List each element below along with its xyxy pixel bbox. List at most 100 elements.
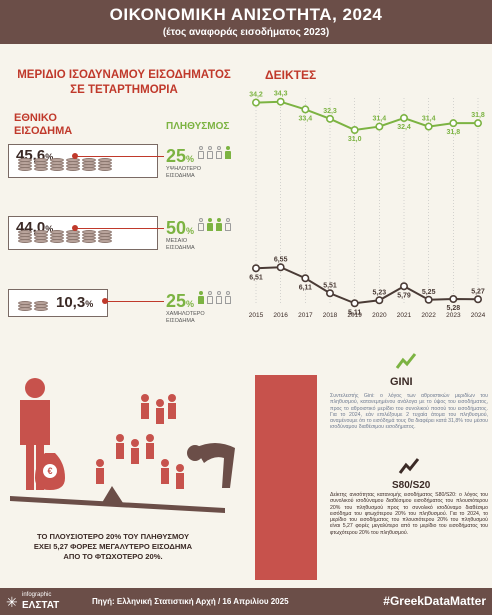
quintile-row-middle: 44,0% 50% ΜΕΣΑΙΟ ΕΙΣΟΔΗΜΑ (8, 212, 258, 252)
gini-data-label: 31,4 (373, 116, 387, 123)
indicators-chart: 34,2 34,3 33,4 32,3 31,0 31,4 32,4 31,4 31,8 31,8… (240, 88, 492, 328)
s80-data-label: 5,25 (422, 289, 436, 296)
quintile-label-bottom-line2: ΕΙΣΟΔΗΜΑ (166, 317, 195, 324)
coin-icon (82, 230, 96, 234)
quintile-label-middle-line1: ΜΕΣΑΙΟ (166, 238, 188, 244)
gini-trend-icon (395, 353, 417, 369)
s80-point (375, 296, 384, 305)
s80-data-label: 5,51 (323, 282, 337, 289)
indicators-chart-svg: 34,2 34,3 33,4 32,3 31,0 31,4 32,4 31,4 31,8 31,8… (249, 91, 486, 319)
gini-description: Συντελεστής Gini: ο λόγος των αθροιστικώ… (330, 393, 488, 431)
x-tick-label: 2016 (273, 312, 288, 319)
coin-icon (18, 230, 32, 234)
s80-data-label: 5,27 (471, 288, 485, 295)
quintile-label-top-line2: ΕΙΣΟΔΗΜΑ (166, 172, 195, 179)
coin-icon (98, 230, 112, 234)
population-pct-bottom-value: 25 (166, 291, 187, 311)
s80-data-label: 5,79 (397, 292, 411, 299)
coin-icon (50, 230, 64, 234)
s80-point (276, 263, 285, 272)
person-icon (225, 218, 231, 231)
quintile-label-bottom: ΧΑΜΗΛΟΤΕΡΟ ΕΙΣΟΔΗΜΑ (166, 311, 205, 324)
gini-data-label: 34,2 (249, 92, 263, 99)
national-income-line1: ΕΘΝΙΚΟ (14, 112, 57, 124)
x-tick-label: 2020 (372, 312, 387, 319)
income-share-title: ΜΕΡΙΔΙΟ ΙΣΟΔΥΝΑΜΟΥ ΕΙΣΟΔΗΜΑΤΟΣ ΣΕ ΤΕΤΑΡΤ… (4, 68, 244, 98)
quintile-row-bottom: 10,3% 25% ΧΑΜΗΛΟΤΕΡΟ ΕΙΣΟΔΗΜΑ (8, 285, 258, 325)
gini-point (276, 97, 285, 106)
gini-data-label: 31,4 (422, 116, 436, 123)
logo-small-text: infographic (22, 592, 52, 598)
national-income-line2: ΕΙΣΟΔΗΜΑ (14, 125, 73, 137)
gini-data-label: 33,4 (299, 115, 313, 122)
s80-title: S80/S20 (392, 480, 431, 491)
x-tick-label: 2017 (298, 312, 313, 319)
quintile-label-middle: ΜΕΣΑΙΟ ΕΙΣΟΔΗΜΑ (166, 238, 195, 251)
gini-point (350, 125, 359, 134)
s80-point (449, 295, 458, 304)
quintile-label-middle-line2: ΕΙΣΟΔΗΜΑ (166, 244, 195, 251)
x-tick-label: 2019 (347, 312, 362, 319)
person-icon (216, 218, 222, 231)
euro-coin-icon (43, 464, 57, 478)
person-icon (216, 291, 222, 304)
person-icon (198, 146, 204, 159)
person-icon (225, 146, 231, 159)
population-heading: ΠΛΗΘΥΣΜΟΣ (166, 121, 230, 132)
connector-dot-top (72, 153, 78, 159)
gini-point (375, 122, 384, 131)
inequality-caption: ΤΟ ΠΛΟΥΣΙΟΤΕΡΟ 20% ΤΟΥ ΠΛΗΘΥΣΜΟΥ ΕΧΕΙ 5,… (8, 532, 218, 562)
person-icon (225, 291, 231, 304)
gini-data-label: 32,4 (397, 124, 411, 131)
elstat-logo-icon: ✳ (6, 594, 18, 610)
s80-point (424, 295, 433, 304)
national-income-heading: ΕΘΝΙΚΟ ΕΙΣΟΔΗΜΑ (14, 112, 72, 138)
x-tick-label: 2018 (323, 312, 338, 319)
population-pct-bottom: 25% (166, 291, 194, 312)
page-title: ΟΙΚΟΝΟΜΙΚΗ ΑΝΙΣΟΤΗΤΑ, 2024 (109, 5, 383, 24)
coin-icon (34, 158, 48, 162)
s80-data-label: 6,55 (274, 256, 288, 263)
logo-big-text: ΕΛΣΤΑΤ (22, 600, 60, 611)
x-tick-label: 2015 (249, 312, 264, 319)
s80-trend-icon (398, 458, 420, 474)
population-pct-middle-unit: % (186, 226, 195, 236)
income-share-bottom-value: 10,3 (56, 294, 86, 311)
euro-symbol: € (47, 466, 52, 476)
hashtag-text: #GreekDataMatter (383, 594, 486, 608)
gini-point (424, 122, 433, 131)
s80-point (350, 299, 359, 308)
s80-line (255, 266, 479, 305)
gini-data-label: 31,8 (447, 129, 461, 136)
small-people-group (96, 394, 184, 489)
red-wall-panel (255, 375, 317, 580)
header-bar: ΟΙΚΟΝΟΜΙΚΗ ΑΝΙΣΟΤΗΤΑ, 2024 (έτος αναφορά… (0, 0, 492, 44)
coin-icon (34, 230, 48, 234)
gini-data-label: 31,0 (348, 136, 362, 143)
coin-icon (18, 158, 32, 162)
rich-person-head (25, 378, 45, 398)
person-icon (207, 291, 213, 304)
s80-point (474, 295, 483, 304)
s80-data-label: 5,23 (373, 289, 387, 296)
income-share-title-line2: ΣΕ ΤΕΤΑΡΤΗΜΟΡΙΑ (70, 84, 178, 96)
population-pct-top-unit: % (186, 154, 195, 164)
gini-data-label: 32,3 (323, 108, 337, 115)
income-share-bottom: 10,3% (56, 294, 93, 311)
caption-line3: ΑΠΟ ΤΟ ΦΤΩΧΟΤΕΡΟ 20%. (63, 552, 163, 561)
quintile-label-top-line1: ΥΨΗΛΟΤΕΡΟ (166, 166, 202, 172)
gini-point (326, 114, 335, 123)
connector-line-bottom (106, 301, 164, 302)
x-tick-label: 2022 (421, 312, 436, 319)
coin-icon (18, 301, 32, 305)
coin-icon (34, 301, 48, 305)
gini-data-label: 34,3 (274, 91, 288, 98)
income-share-middle-unit: % (45, 224, 54, 234)
coin-icon (50, 158, 64, 162)
income-share-title-line1: ΜΕΡΙΔΙΟ ΙΣΟΔΥΝΑΜΟΥ ΕΙΣΟΔΗΜΑΤΟΣ (17, 69, 231, 81)
coin-icon (98, 158, 112, 162)
quintile-label-bottom-line1: ΧΑΜΗΛΟΤΕΡΟ (166, 311, 205, 317)
indicators-title: ΔΕΙΚΤΕΣ (265, 68, 317, 82)
page-subtitle: (έτος αναφοράς εισοδήματος 2023) (162, 27, 330, 38)
gini-point (252, 98, 261, 107)
